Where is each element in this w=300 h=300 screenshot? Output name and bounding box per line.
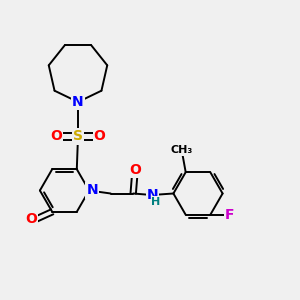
- Text: F: F: [225, 208, 235, 222]
- Text: H: H: [152, 196, 160, 207]
- Text: N: N: [72, 95, 84, 109]
- Text: O: O: [94, 130, 106, 143]
- Text: O: O: [129, 163, 141, 177]
- Text: O: O: [25, 212, 37, 226]
- Text: N: N: [86, 184, 98, 197]
- Text: CH₃: CH₃: [171, 145, 193, 155]
- Text: O: O: [50, 130, 62, 143]
- Text: N: N: [147, 188, 158, 202]
- Text: S: S: [73, 130, 83, 143]
